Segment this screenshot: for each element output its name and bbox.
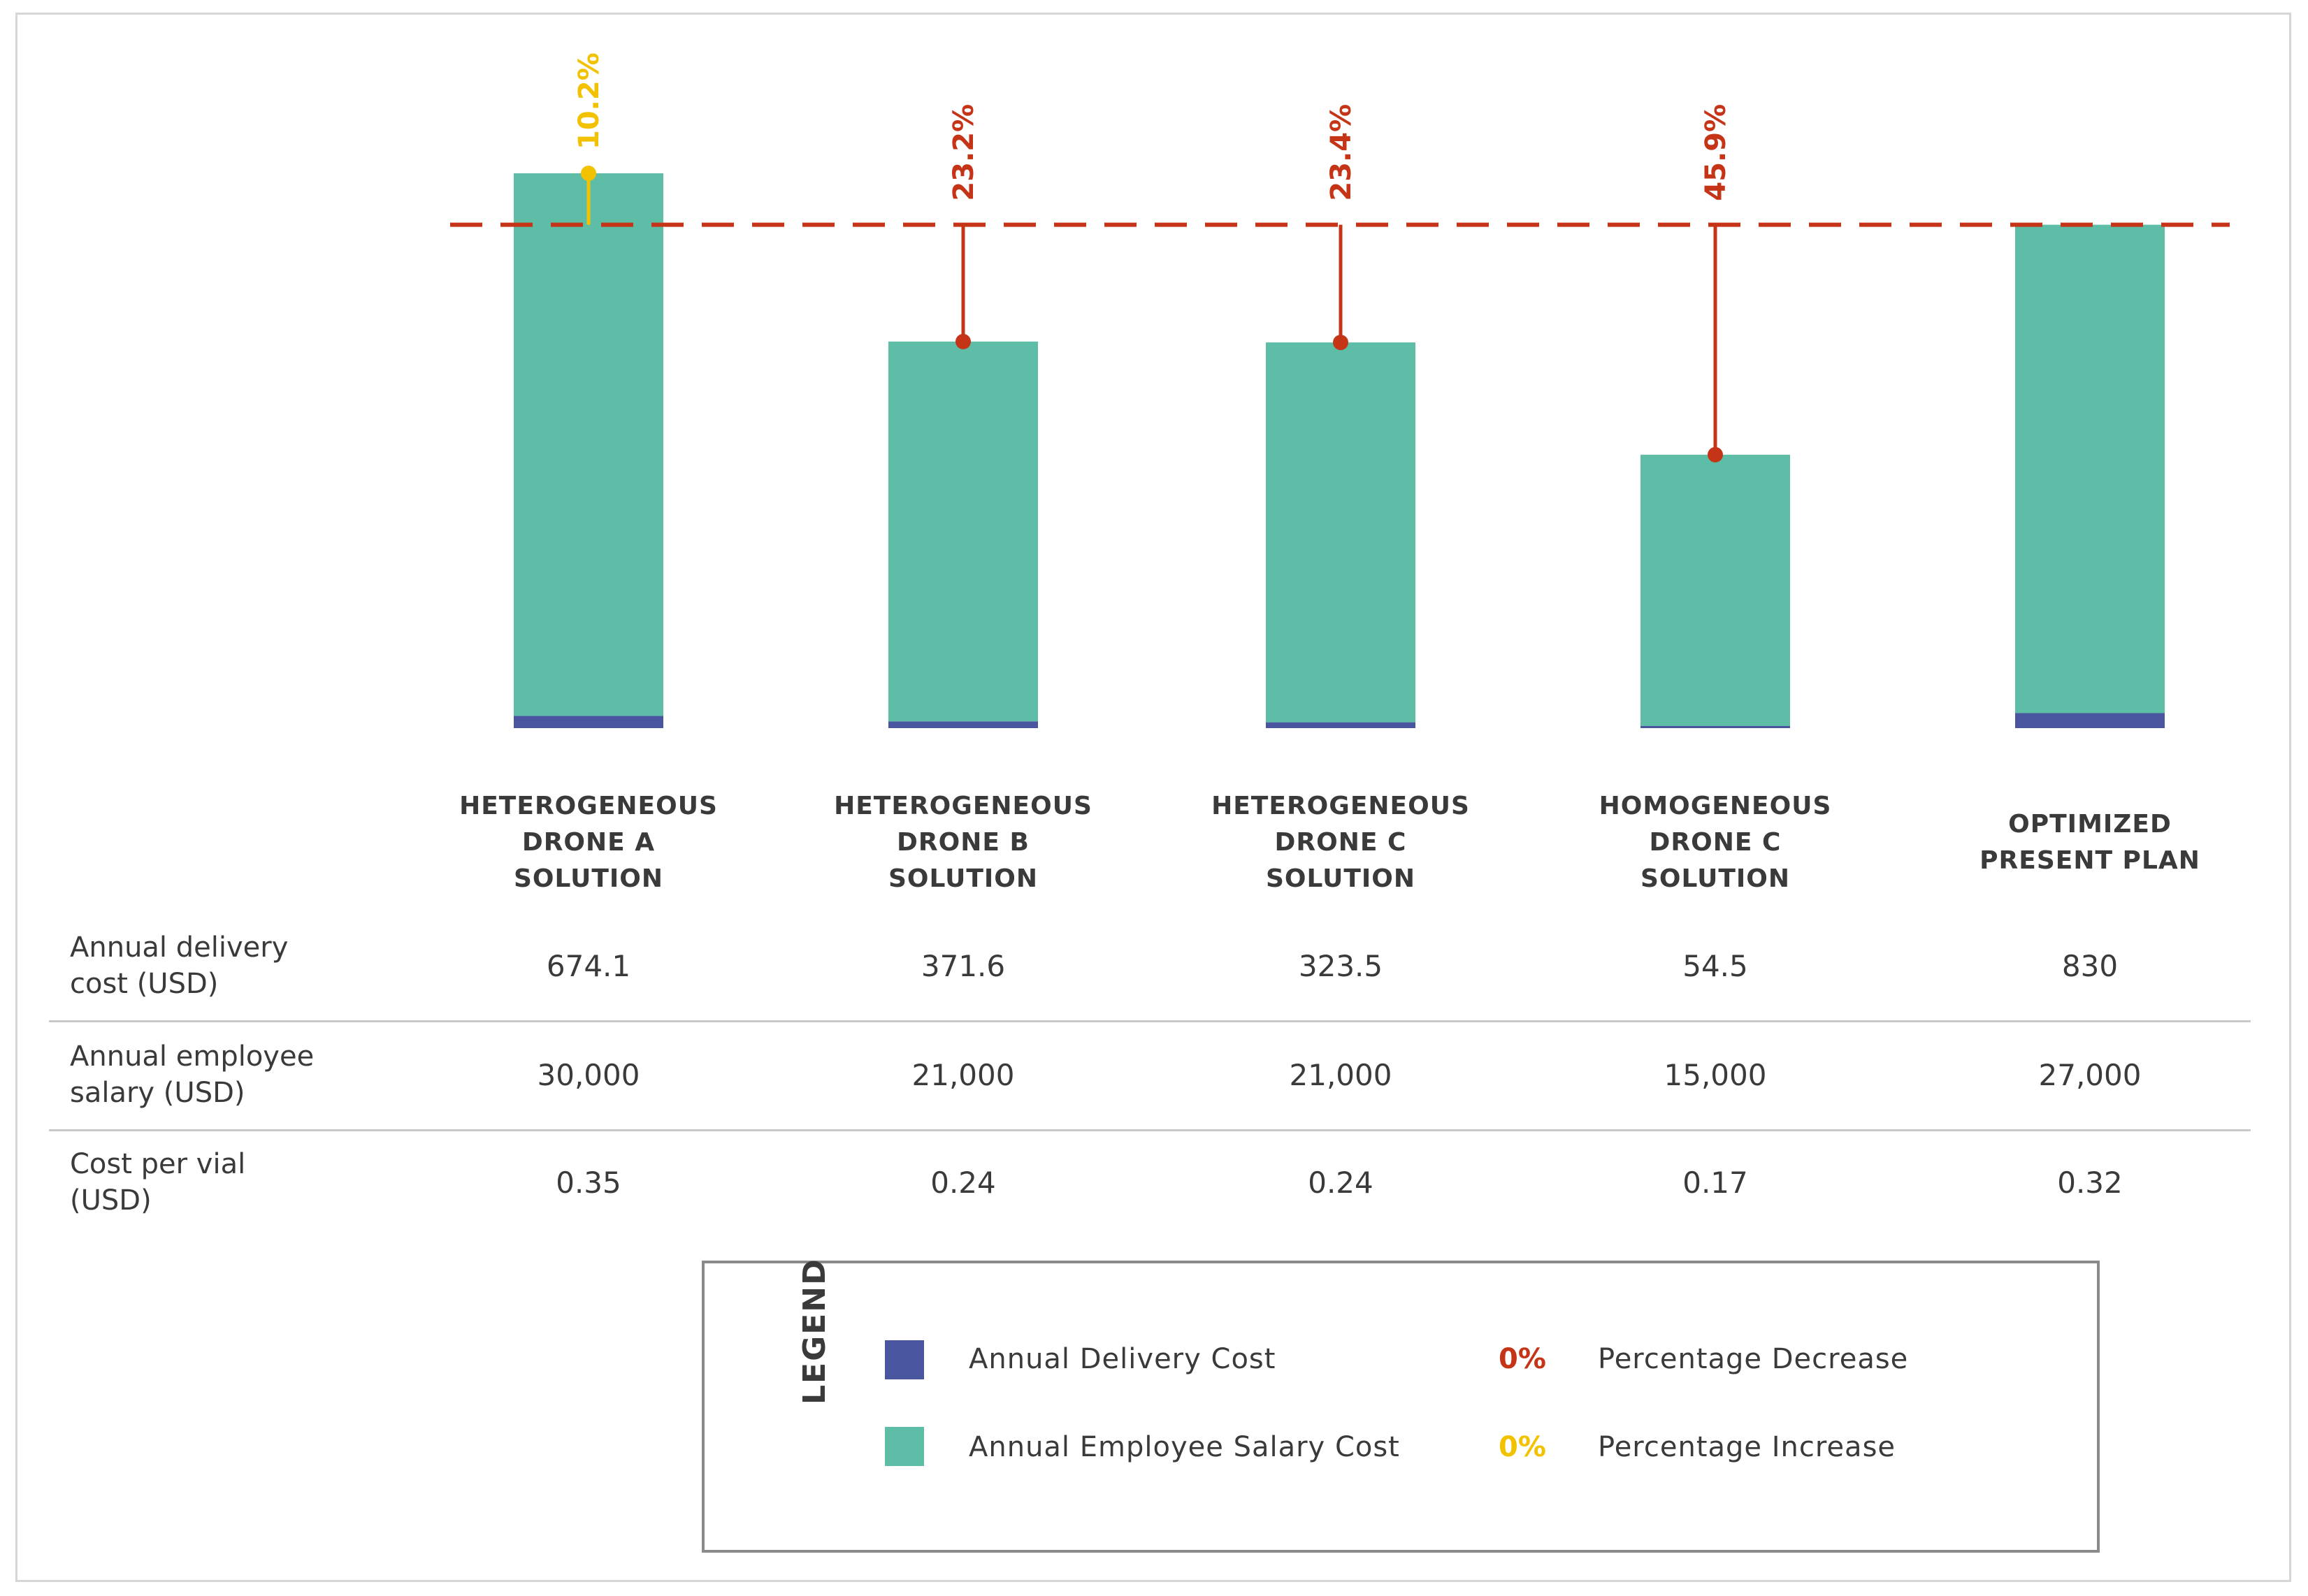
table-cell: 15,000 [1664, 1058, 1767, 1092]
table-divider [49, 1020, 2251, 1022]
change-marker [1333, 335, 1348, 351]
table-cell: 371.6 [921, 949, 1006, 983]
table-cell: 21,000 [911, 1058, 1015, 1092]
bar-employee-salary [2015, 224, 2165, 713]
category-label: HETEROGENEOUS DRONE C SOLUTION [1211, 792, 1470, 893]
table-cell: 30,000 [537, 1058, 640, 1092]
row-label-employee-salary: Annual employee salary (USD) [70, 1040, 315, 1109]
bar-delivery-cost [1640, 726, 1790, 728]
category-label: OPTIMIZED PRESENT PLAN [1979, 810, 2200, 875]
table-cell: 21,000 [1289, 1058, 1392, 1092]
bar-delivery-cost [2015, 713, 2165, 728]
category-label: HETEROGENEOUS DRONE B SOLUTION [834, 792, 1092, 893]
legend-label-increase: Percentage Increase [1598, 1431, 1896, 1463]
change-label: 10.2% [573, 52, 605, 150]
bar-employee-salary [1640, 454, 1790, 726]
row-label-delivery-cost: Annual delivery cost (USD) [70, 931, 289, 1000]
bar-delivery-cost [514, 716, 663, 728]
change-label: 45.9% [1700, 104, 1732, 201]
table-cell: 0.24 [930, 1166, 996, 1200]
legend-label-decrease: Percentage Decrease [1598, 1343, 1909, 1375]
bar-chart: 10.2% 23.2% 23.4% 45.9% [450, 52, 2230, 728]
table-cell: 0.32 [2057, 1166, 2123, 1200]
legend-swatch-delivery [885, 1340, 924, 1379]
category-label: HETEROGENEOUS DRONE A SOLUTION [459, 792, 718, 893]
table-cell: 54.5 [1682, 949, 1748, 983]
table-cell: 0.17 [1682, 1166, 1748, 1200]
legend-label-delivery: Annual Delivery Cost [969, 1343, 1276, 1375]
table-divider [49, 1129, 2251, 1131]
table-cell: 323.5 [1298, 949, 1383, 983]
legend-sample-increase: 0% [1499, 1431, 1546, 1463]
chart-frame [15, 13, 2291, 1582]
change-marker [581, 166, 596, 181]
change-marker [955, 333, 971, 349]
table-cell: 0.35 [556, 1166, 621, 1200]
change-label: 23.2% [948, 104, 980, 201]
bar-employee-salary [1266, 342, 1415, 723]
legend-title: LEGEND [797, 1258, 832, 1405]
change-marker [1708, 447, 1723, 463]
legend-box [702, 1261, 2100, 1553]
legend-sample-decrease: 0% [1499, 1343, 1546, 1375]
table-cell: 830 [2061, 949, 2119, 983]
table-cell: 27,000 [2038, 1058, 2142, 1092]
table-cell: 0.24 [1308, 1166, 1373, 1200]
bar-delivery-cost [888, 721, 1038, 728]
row-label-cost-per-vial: Cost per vial (USD) [70, 1148, 246, 1217]
table-cell: 674.1 [546, 949, 631, 983]
bar-employee-salary [514, 173, 663, 716]
category-label: HOMOGENEOUS DRONE C SOLUTION [1599, 792, 1832, 893]
bar-delivery-cost [1266, 722, 1415, 728]
change-label: 23.4% [1325, 104, 1357, 201]
bar-employee-salary [888, 341, 1038, 722]
legend-label-salary: Annual Employee Salary Cost [969, 1431, 1400, 1463]
legend-swatch-salary [885, 1427, 924, 1466]
